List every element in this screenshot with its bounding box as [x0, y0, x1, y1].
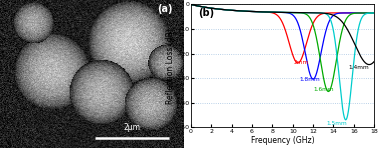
Text: 1.4mm: 1.4mm	[349, 65, 370, 70]
Text: 1.8mm: 1.8mm	[300, 77, 321, 82]
Text: 1.6mm: 1.6mm	[313, 87, 334, 92]
Text: 1.5mm: 1.5mm	[326, 121, 347, 126]
Text: 2mm: 2mm	[294, 60, 309, 65]
Text: (b): (b)	[198, 8, 214, 18]
Y-axis label: Reflection Loss (dB): Reflection Loss (dB)	[166, 28, 175, 104]
Text: (a): (a)	[157, 4, 172, 15]
X-axis label: Frequency (GHz): Frequency (GHz)	[251, 136, 314, 145]
Text: 2μm: 2μm	[124, 123, 141, 132]
